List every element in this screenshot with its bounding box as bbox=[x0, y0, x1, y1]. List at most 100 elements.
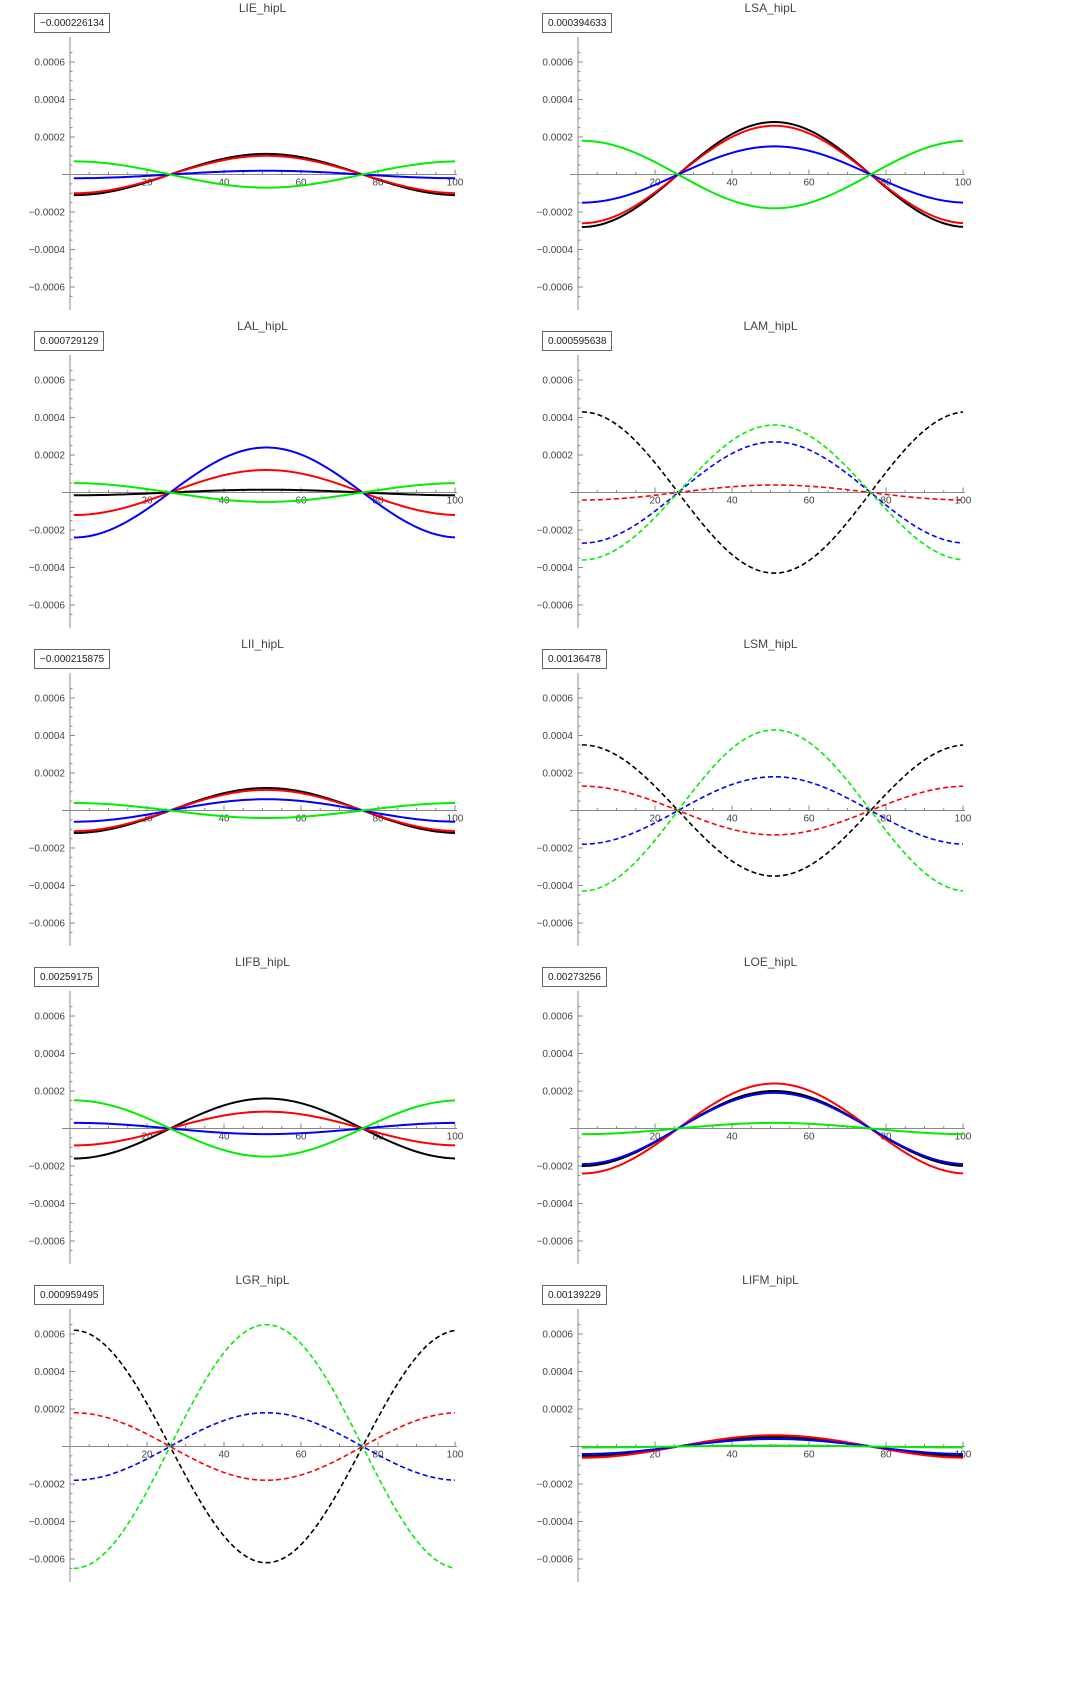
series-line bbox=[73, 154, 456, 195]
x-tick-label: 80 bbox=[372, 178, 384, 189]
series-line bbox=[73, 1110, 456, 1147]
value-box: 0.00259175 bbox=[34, 967, 99, 987]
series-line bbox=[73, 1097, 456, 1160]
series-line bbox=[581, 1434, 964, 1459]
x-tick-label: 20 bbox=[141, 1132, 153, 1143]
chart-title: LIE_hipL bbox=[239, 1, 287, 15]
series-line bbox=[581, 744, 964, 877]
x-tick-label: 100 bbox=[955, 1450, 972, 1461]
series-line bbox=[73, 469, 456, 516]
y-tick-label: 0.0006 bbox=[542, 58, 573, 69]
y-tick-label: −0.0002 bbox=[29, 844, 66, 855]
x-tick-label: 20 bbox=[649, 1132, 661, 1143]
x-tick-label: 100 bbox=[955, 496, 972, 507]
x-tick-label: 80 bbox=[880, 1450, 892, 1461]
value-box: 0.000394633 bbox=[542, 13, 613, 33]
y-tick-label: −0.0006 bbox=[537, 919, 574, 930]
y-tick-label: −0.0006 bbox=[537, 601, 574, 612]
y-tick-label: 0.0004 bbox=[34, 413, 65, 424]
x-tick-label: 40 bbox=[726, 178, 738, 189]
chart-panel: LOE_hipL 20 40 60 80 100 0.0006 0.0004 0.0002 −0.… bbox=[508, 954, 1048, 1297]
series-line bbox=[581, 441, 964, 544]
y-tick-label: −0.0004 bbox=[29, 1199, 66, 1210]
chart-svg: LGR_hipL 20 40 60 80 100 0.0006 0.0004 0.0002 −0.… bbox=[29, 1273, 464, 1582]
y-tick-label: 0.0006 bbox=[34, 1012, 65, 1023]
x-tick-label: 40 bbox=[726, 1132, 738, 1143]
y-tick-label: −0.0006 bbox=[29, 1555, 66, 1566]
y-tick-label: 0.0002 bbox=[542, 133, 573, 144]
x-tick-label: 20 bbox=[649, 178, 661, 189]
y-tick-label: 0.0004 bbox=[542, 95, 573, 106]
series-line bbox=[73, 788, 456, 833]
chart-panel: LGR_hipL 20 40 60 80 100 0.0006 0.0004 0.0002 −0.… bbox=[0, 1272, 540, 1615]
y-tick-label: 0.0004 bbox=[542, 731, 573, 742]
y-tick-label: 0.0006 bbox=[34, 58, 65, 69]
y-tick-label: 0.0006 bbox=[542, 1330, 573, 1341]
chart-panel: LIFB_hipL 20 40 60 80 100 0.0006 0.0004 0.0002 −0… bbox=[0, 954, 540, 1297]
x-tick-label: 40 bbox=[726, 1450, 738, 1461]
x-tick-label: 100 bbox=[447, 814, 464, 825]
chart-panel: LSM_hipL 20 40 60 80 100 0.0006 0.0004 0.0002 −0.… bbox=[508, 636, 1048, 979]
y-tick-label: −0.0004 bbox=[537, 563, 574, 574]
y-tick-label: −0.0004 bbox=[537, 1199, 574, 1210]
y-tick-label: 0.0002 bbox=[34, 769, 65, 780]
series-line bbox=[73, 1411, 456, 1482]
y-tick-label: −0.0006 bbox=[29, 919, 66, 930]
series-line bbox=[581, 424, 964, 561]
series-line bbox=[73, 160, 456, 189]
y-tick-label: −0.0006 bbox=[537, 1555, 574, 1566]
x-tick-label: 100 bbox=[447, 178, 464, 189]
x-tick-label: 100 bbox=[447, 1450, 464, 1461]
series-line bbox=[73, 1121, 456, 1136]
x-tick-label: 20 bbox=[649, 814, 661, 825]
series-line bbox=[73, 1323, 456, 1570]
series-line bbox=[581, 121, 964, 228]
value-box: 0.00136478 bbox=[542, 649, 607, 669]
chart-panel: LIFM_hipL 20 40 60 80 100 0.0006 0.0004 0.0002 −0… bbox=[508, 1272, 1048, 1615]
x-tick-label: 80 bbox=[372, 814, 384, 825]
y-tick-label: 0.0006 bbox=[542, 1012, 573, 1023]
y-tick-label: 0.0002 bbox=[542, 1087, 573, 1098]
y-tick-label: 0.0004 bbox=[34, 1049, 65, 1060]
y-tick-label: −0.0002 bbox=[29, 526, 66, 537]
value-box: −0.000215875 bbox=[34, 649, 111, 669]
chart-svg: LIFM_hipL 20 40 60 80 100 0.0006 0.0004 0.0002 −0… bbox=[537, 1273, 972, 1582]
series-line bbox=[73, 1411, 456, 1482]
chart-panel: LAM_hipL 20 40 60 80 100 0.0006 0.0004 0.0002 −0.… bbox=[508, 318, 1048, 661]
y-tick-label: 0.0002 bbox=[542, 1405, 573, 1416]
y-tick-label: −0.0002 bbox=[29, 208, 66, 219]
x-tick-label: 100 bbox=[955, 1132, 972, 1143]
y-tick-label: −0.0006 bbox=[29, 283, 66, 294]
x-tick-label: 60 bbox=[295, 814, 307, 825]
chart-svg: LSM_hipL 20 40 60 80 100 0.0006 0.0004 0.0002 −0.… bbox=[537, 637, 972, 946]
y-tick-label: 0.0002 bbox=[542, 451, 573, 462]
chart-title: LII_hipL bbox=[241, 637, 284, 651]
y-tick-label: −0.0004 bbox=[537, 1517, 574, 1528]
x-tick-label: 60 bbox=[803, 1132, 815, 1143]
value-box: 0.000595638 bbox=[542, 331, 613, 351]
value-box: 0.00139229 bbox=[542, 1285, 607, 1305]
y-tick-label: −0.0004 bbox=[29, 1517, 66, 1528]
y-tick-label: −0.0004 bbox=[537, 245, 574, 256]
y-tick-label: −0.0002 bbox=[537, 844, 574, 855]
x-tick-label: 60 bbox=[803, 814, 815, 825]
x-tick-label: 80 bbox=[880, 496, 892, 507]
x-tick-label: 40 bbox=[726, 814, 738, 825]
y-tick-label: 0.0006 bbox=[34, 1330, 65, 1341]
chart-title: LIFB_hipL bbox=[235, 955, 290, 969]
x-tick-label: 60 bbox=[295, 178, 307, 189]
y-tick-label: 0.0004 bbox=[34, 1367, 65, 1378]
y-tick-label: 0.0006 bbox=[34, 376, 65, 387]
chart-title: LSM_hipL bbox=[743, 637, 797, 651]
series-line bbox=[581, 411, 964, 574]
y-tick-label: 0.0006 bbox=[34, 694, 65, 705]
x-tick-label: 20 bbox=[649, 1450, 661, 1461]
chart-title: LSA_hipL bbox=[744, 1, 796, 15]
chart-title: LAM_hipL bbox=[743, 319, 797, 333]
x-tick-label: 40 bbox=[218, 1132, 230, 1143]
series-line bbox=[73, 1099, 456, 1158]
